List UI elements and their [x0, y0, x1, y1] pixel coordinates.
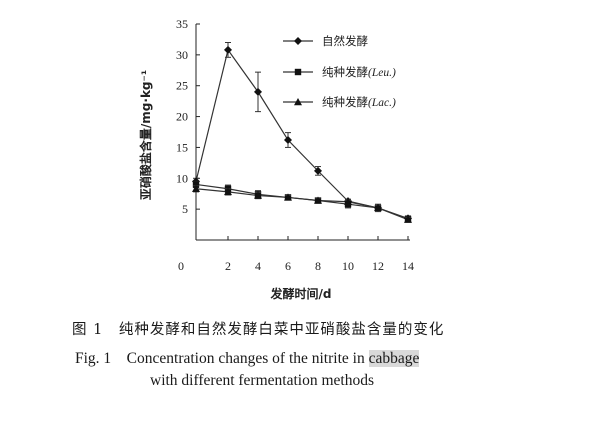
data-point-triangle [192, 184, 200, 192]
y-tick-label: 35 [176, 17, 188, 31]
x-tick-label: 2 [225, 259, 231, 273]
y-tick-label: 10 [176, 171, 188, 185]
chart-series-markers [192, 42, 412, 223]
legend-label: 纯种发酵(Lac.) [322, 95, 396, 109]
data-point-triangle [344, 197, 352, 205]
data-point-triangle [374, 203, 382, 212]
caption-highlight-cabbage: cabbage [368, 350, 420, 367]
x-tick-label: 10 [342, 259, 354, 273]
series-line-triangle [195, 188, 409, 221]
data-point-diamond [314, 166, 322, 175]
data-point-triangle [254, 191, 262, 199]
x-axis-label: 发酵时间/d [270, 286, 332, 300]
y-tick-label: 5 [182, 202, 188, 216]
x-tick-label: 0 [178, 259, 184, 273]
data-point-diamond [284, 136, 292, 145]
figure-caption-english-line2: with different fermentation methods [150, 372, 374, 389]
figure-caption-chinese: 图 1 纯种发酵和自然发酵白菜中亚硝酸盐含量的变化 [72, 322, 445, 338]
data-point-diamond [254, 87, 262, 96]
data-point-diamond [224, 45, 232, 54]
legend-label-name: 自然发酵 [322, 34, 368, 48]
data-point-triangle [284, 193, 292, 201]
x-tick-label: 14 [402, 259, 414, 273]
chart-ticks: 5 10 15 20 25 30 35 0 2 4 6 8 10 12 14 [176, 17, 414, 273]
figure-caption-english-line1: Fig. 1 Concentration changes of the nitr… [75, 346, 420, 368]
y-axis-label: 亚硝酸盐含量/mg·kg⁻¹ [138, 70, 153, 200]
legend-label-name: 纯种发酵 [322, 65, 368, 79]
x-tick-label: 8 [315, 259, 321, 273]
y-tick-label: 15 [176, 140, 188, 154]
caption-english-text: Fig. 1 Concentration changes of the nitr… [75, 350, 369, 367]
legend-label-suffix: (Leu.) [368, 67, 396, 79]
data-point-triangle [224, 187, 232, 196]
chart-axes [195, 24, 410, 241]
chart-series-lines [195, 48, 409, 221]
legend-marker-diamond [294, 37, 302, 45]
y-tick-label: 20 [176, 110, 188, 124]
x-tick-label: 6 [285, 259, 291, 273]
legend-marker-square [294, 68, 302, 76]
data-point-triangle [404, 215, 412, 223]
data-point-triangle [314, 196, 322, 204]
data-point-square [192, 181, 200, 188]
y-tick-label: 25 [176, 79, 188, 93]
x-tick-label: 12 [372, 259, 384, 273]
legend-label-name: 纯种发酵 [322, 95, 368, 109]
legend-label: 纯种发酵(Leu.) [322, 65, 396, 79]
legend-label: 自然发酵 [322, 34, 368, 48]
legend-marker-triangle [294, 98, 302, 106]
y-tick-label: 30 [176, 48, 188, 62]
legend-label-suffix: (Lac.) [368, 97, 396, 109]
x-tick-label: 4 [255, 259, 261, 273]
